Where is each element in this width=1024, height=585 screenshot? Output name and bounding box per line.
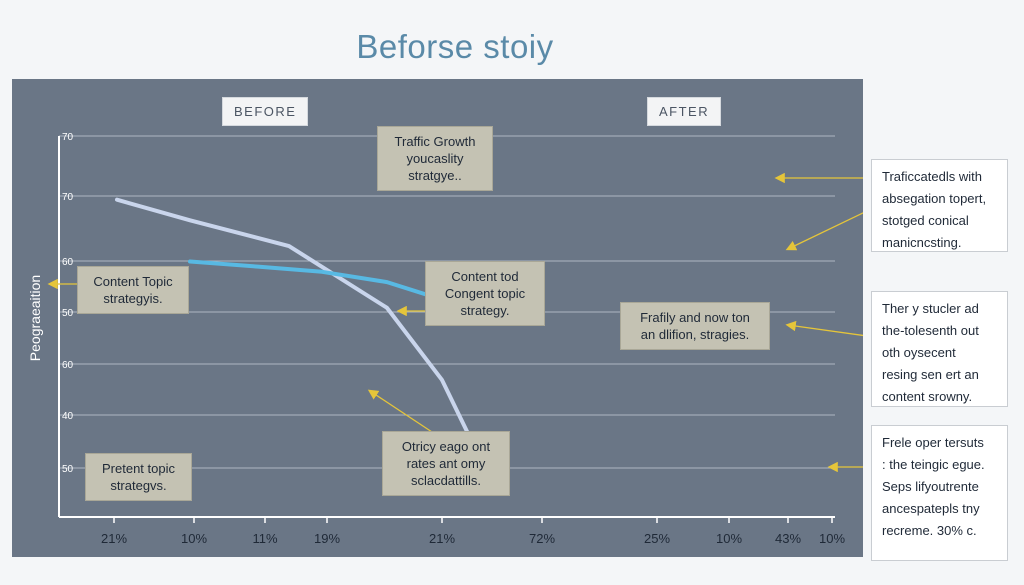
annotation-arrow — [785, 212, 863, 251]
annotation-line: strategvs. — [110, 478, 167, 493]
y-tick-label: 60 — [62, 257, 74, 268]
annotation-line: an dlifion, stragies. — [640, 327, 750, 342]
x-tick-label: 72% — [528, 531, 556, 546]
annotation-arrow — [367, 389, 433, 433]
side-card-line: content srowny. — [882, 389, 973, 404]
phase-label-after: AFTER — [647, 97, 722, 126]
annotation-line: Otricy eago ont — [401, 439, 491, 454]
side-card-line: Traficcatedls with — [882, 169, 982, 184]
annotation-line: stratgye.. — [408, 168, 462, 183]
y-axis-label: Peograeaition — [27, 274, 43, 362]
y-tick-label: 50 — [62, 308, 74, 319]
annotation-content-topic: Content Topic strategyis. — [77, 266, 189, 314]
series-line — [115, 197, 474, 444]
x-tick-label: 43% — [774, 531, 802, 546]
side-card-line: resing sen ert an — [882, 367, 979, 382]
x-tick-label: 21% — [100, 531, 128, 546]
side-card-line: ancespatepls tny — [882, 501, 980, 516]
annotation-frafily: Frafily and now ton an dlifion, stragies… — [620, 302, 770, 350]
x-tick-label: 19% — [313, 531, 341, 546]
annotation-otricy: Otricy eago ont rates ant omy sclacdatti… — [382, 431, 510, 496]
side-card-line: Seps lifyoutrente — [882, 479, 979, 494]
y-tick-label: 70 — [62, 132, 74, 143]
annotation-line: Traffic Growth — [394, 134, 476, 149]
side-card-line: stotged conical — [882, 213, 969, 228]
series-line — [188, 259, 454, 305]
y-tick-label: 70 — [62, 192, 74, 203]
side-card-line: oth oysecent — [882, 345, 956, 360]
x-tick-label: 10% — [180, 531, 208, 546]
side-card-3: Frele oper tersuts : the teingic egue. S… — [871, 425, 1008, 561]
side-card-line: Ther y stucler ad — [882, 301, 979, 316]
annotation-pretent-topic: Pretent topic strategvs. — [85, 453, 192, 501]
x-tick-label: 21% — [428, 531, 456, 546]
annotation-traffic-growth: Traffic Growth youcaslity stratgye.. — [377, 126, 493, 191]
x-tick-label: 10% — [818, 531, 846, 546]
phase-label-before: BEFORE — [222, 97, 309, 126]
annotation-line: Congent topic — [444, 286, 526, 301]
annotation-line: youcaslity — [406, 151, 464, 166]
chart-panel: 70 70 60 50 60 40 50 BEFORE AFTER Traffic Grow… — [12, 79, 863, 557]
y-tick-label: 50 — [62, 464, 74, 475]
annotation-arrow — [785, 320, 863, 337]
side-card-2: Ther y stucler ad the-tolesenth out oth … — [871, 291, 1008, 407]
annotation-line: Frafily and now ton — [640, 310, 750, 325]
annotation-line: Content Topic — [93, 274, 173, 289]
side-card-1: Traficcatedls with absegation topert, st… — [871, 159, 1008, 252]
side-card-line: the-tolesenth out — [882, 323, 979, 338]
x-tick-label: 10% — [715, 531, 743, 546]
side-card-line: absegation topert, — [882, 191, 987, 206]
annotation-line: rates ant omy — [406, 456, 486, 471]
page-title: Beforse stoiy — [356, 28, 554, 65]
side-card-line: Frele oper tersuts — [882, 435, 984, 450]
annotation-content-tod: Content tod Congent topic strategy. — [425, 261, 545, 326]
side-card-line: : the teingic egue. — [882, 457, 985, 472]
annotation-line: strategyis. — [103, 291, 163, 306]
side-card-line: recreme. 30% c. — [882, 523, 977, 538]
y-tick-label: 40 — [62, 411, 74, 422]
annotation-line: sclacdattills. — [410, 473, 482, 488]
annotation-line: Pretent topic — [102, 461, 175, 476]
x-tick-label: 11% — [252, 531, 278, 546]
annotation-line: strategy. — [460, 303, 510, 318]
y-tick-label: 60 — [62, 360, 74, 371]
x-tick-label: 25% — [643, 531, 671, 546]
annotation-line: Content tod — [451, 269, 519, 284]
side-card-line: manicncsting. — [882, 235, 962, 250]
